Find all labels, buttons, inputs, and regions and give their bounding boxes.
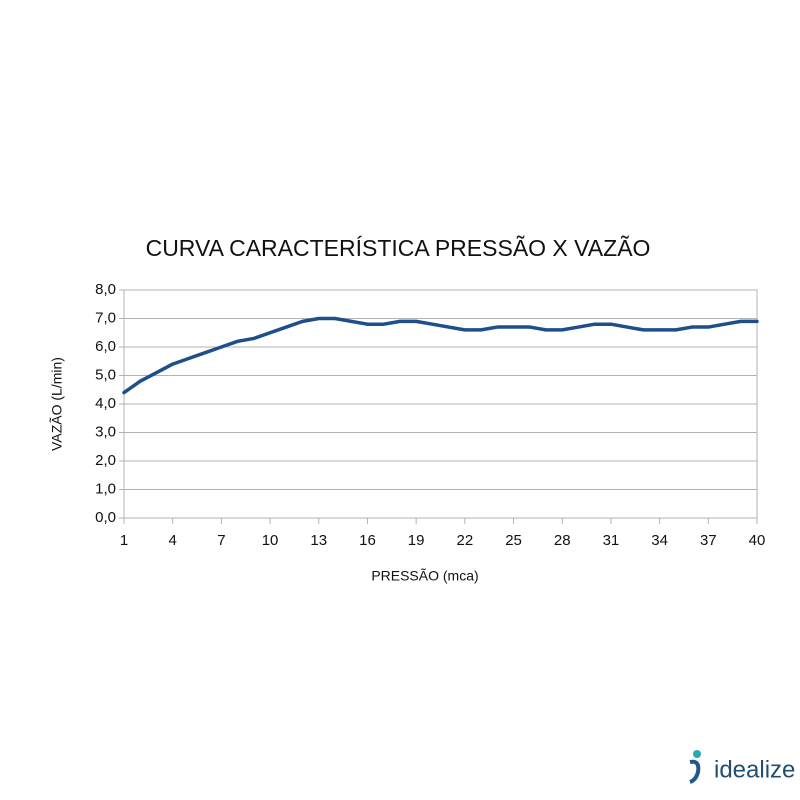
x-tick-label: 10 xyxy=(262,532,279,549)
y-tick-label: 1,0 xyxy=(95,480,116,497)
x-tick-label: 25 xyxy=(505,532,522,549)
x-tick-label: 19 xyxy=(408,532,425,549)
chart-title: CURVA CARACTERÍSTICA PRESSÃO X VAZÃO xyxy=(146,235,651,261)
x-tick-label: 22 xyxy=(457,532,474,549)
logo-icon xyxy=(689,759,701,784)
x-tick-label: 7 xyxy=(217,532,225,549)
y-tick-label: 6,0 xyxy=(95,338,116,355)
data-line xyxy=(122,316,759,395)
x-tick-label: 34 xyxy=(651,532,668,549)
y-tick-label: 8,0 xyxy=(95,281,116,298)
x-tick-label: 4 xyxy=(169,532,177,549)
y-tick-label: 4,0 xyxy=(95,395,116,412)
x-tick-label: 31 xyxy=(603,532,620,549)
x-axis-label: PRESSÃO (mca) xyxy=(371,568,478,584)
y-tick-label: 2,0 xyxy=(95,452,116,469)
x-tick-label: 1 xyxy=(120,532,128,549)
y-tick-label: 5,0 xyxy=(95,366,116,383)
logo-icon xyxy=(693,750,701,758)
x-tick-label: 28 xyxy=(554,532,571,549)
x-tick-label: 16 xyxy=(359,532,376,549)
x-tick-label: 37 xyxy=(700,532,717,549)
y-axis-label: VAZÃO (L/min) xyxy=(49,357,65,451)
y-tick-label: 3,0 xyxy=(95,423,116,440)
logo-text: idealize xyxy=(714,756,795,783)
y-tick-label: 7,0 xyxy=(95,309,116,326)
y-tick-label: 0,0 xyxy=(95,509,116,526)
x-tick-label: 40 xyxy=(749,532,766,549)
logo: idealize xyxy=(689,750,795,784)
x-tick-label: 13 xyxy=(310,532,327,549)
